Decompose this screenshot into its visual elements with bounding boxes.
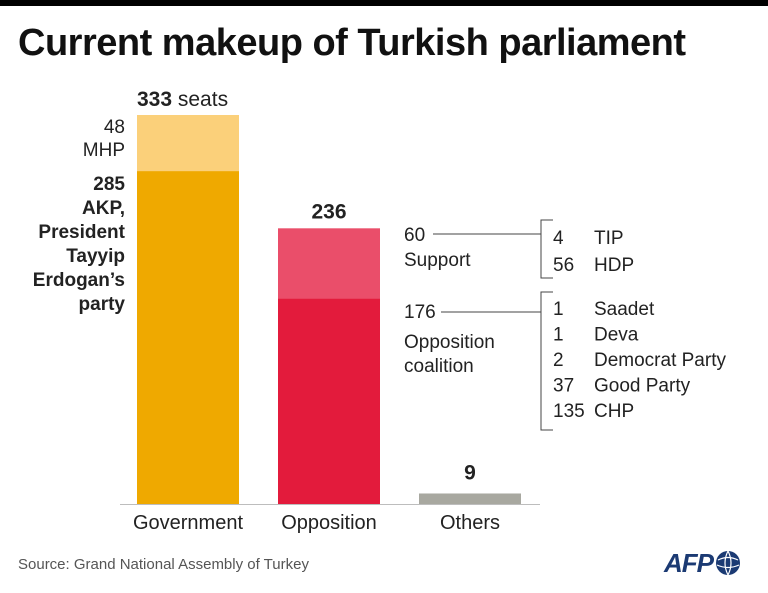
coalition-party-name: Deva: [594, 325, 639, 346]
coalition-party-value: 1: [553, 299, 564, 320]
x-tick-label: Others: [440, 512, 500, 534]
government-total-label: 333 seats: [137, 88, 228, 111]
coalition-party-name: Saadet: [594, 299, 655, 320]
coalition-name-label: Opposition: [404, 332, 495, 353]
x-tick-label: Opposition: [281, 512, 377, 534]
coalition-value-label: 176: [404, 302, 436, 323]
bar-akp: [137, 171, 239, 504]
support-party-name: HDP: [594, 255, 634, 276]
coalition-party-name: Good Party: [594, 376, 691, 397]
akp-name-label: Erdogan’s: [33, 270, 125, 291]
akp-name-label: President: [38, 222, 125, 243]
akp-name-label: AKP,: [82, 198, 125, 219]
coalition-name-label: coalition: [404, 356, 474, 377]
bar-mhp: [137, 115, 239, 172]
coalition-party-value: 135: [553, 401, 585, 422]
coalition-party-name: CHP: [594, 401, 634, 422]
coalition-party-value: 37: [553, 376, 574, 397]
akp-value-label: 285: [93, 174, 125, 195]
globe-icon: [716, 550, 740, 576]
support-bracket: [540, 219, 553, 279]
support-value-label: 60: [404, 225, 425, 246]
coalition-party-name: Democrat Party: [594, 350, 726, 371]
support-party-value: 56: [553, 255, 574, 276]
bar-support: [278, 228, 380, 299]
coalition-party-value: 1: [553, 325, 564, 346]
source-note: Source: Grand National Assembly of Turke…: [18, 556, 309, 573]
support-party-name: TIP: [594, 228, 624, 249]
coalition-bracket: [540, 291, 553, 431]
akp-name-label: Tayyip: [66, 246, 125, 267]
bar-opposition-coalition: [278, 298, 380, 504]
chart-title: Current makeup of Turkish parliament: [18, 22, 686, 64]
opposition-total-label: 236: [311, 200, 346, 223]
afp-logo: AFP: [664, 548, 741, 578]
mhp-value-label: 48: [104, 117, 125, 138]
top-border: [0, 0, 768, 6]
coalition-party-value: 2: [553, 350, 564, 371]
akp-name-label: party: [79, 294, 126, 315]
others-total-label: 9: [464, 461, 476, 484]
x-tick-label: Government: [133, 512, 243, 534]
support-name-label: Support: [404, 250, 471, 271]
bar-others: [419, 493, 521, 504]
support-party-value: 4: [553, 228, 564, 249]
logo-text: AFP: [664, 547, 714, 578]
mhp-name-label: MHP: [83, 140, 125, 161]
